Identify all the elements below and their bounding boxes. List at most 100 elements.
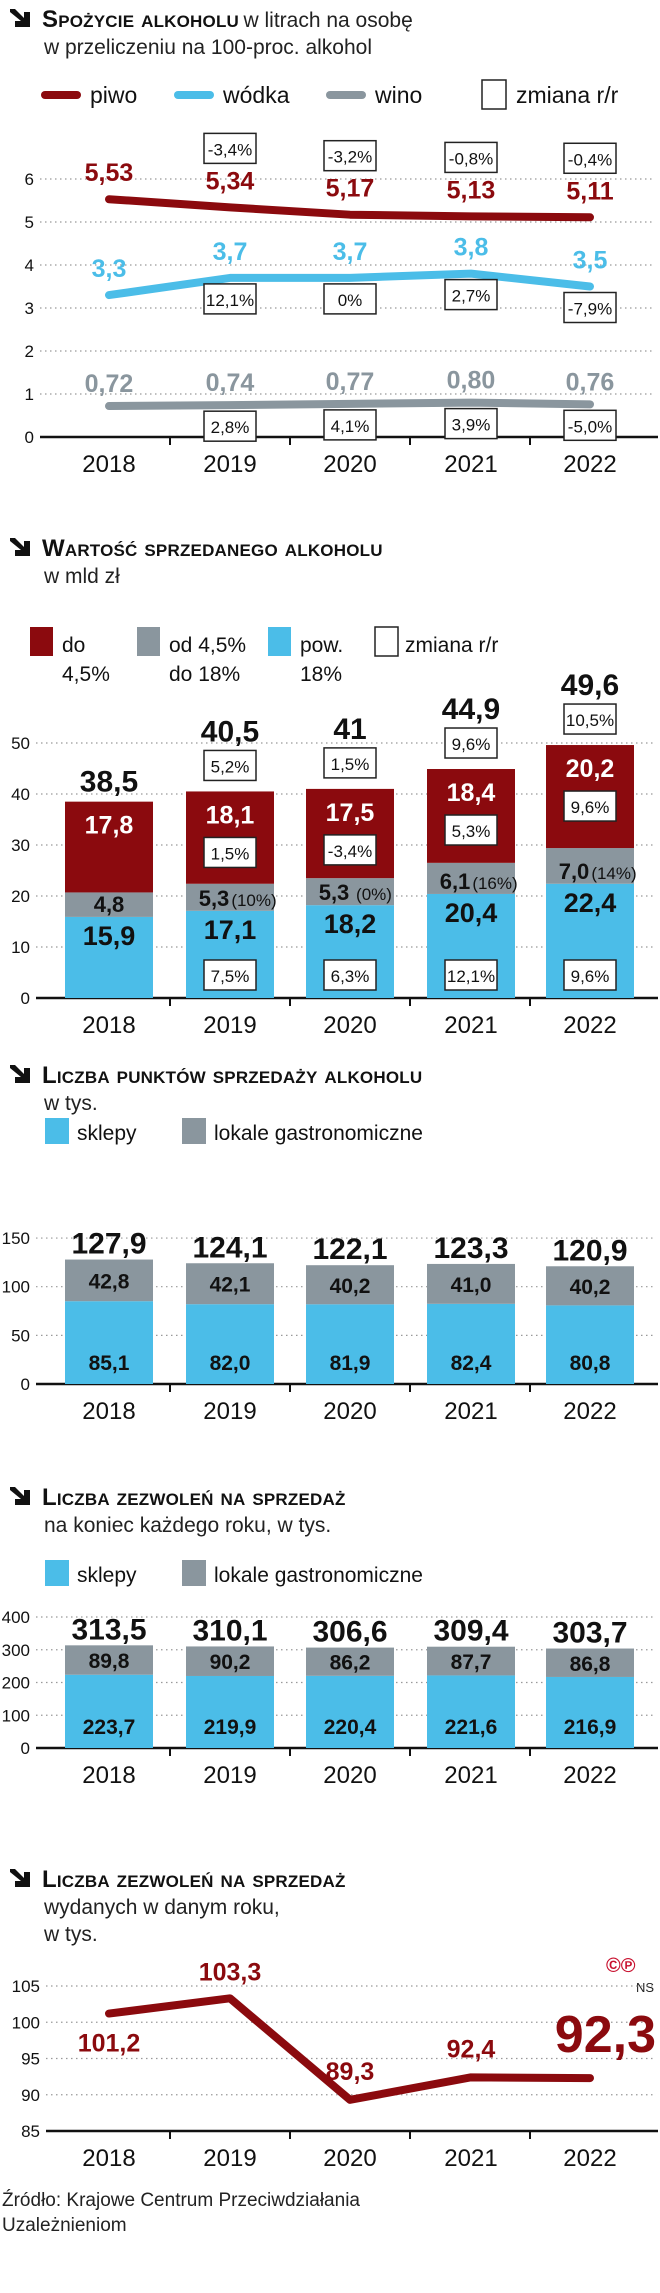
data-label: 80,8: [570, 1352, 611, 1375]
bar-segment: [306, 1304, 394, 1384]
chart-subtitle: na koniec każdego roku, w tys.: [44, 1514, 332, 1537]
x-tick-label: 2020: [323, 1762, 376, 1789]
x-tick-label: 2018: [82, 451, 135, 478]
data-label: 17,1: [204, 915, 257, 945]
legend-label: wino: [374, 82, 422, 108]
change-label: 9,6%: [571, 967, 610, 986]
data-label: 3,8: [454, 234, 489, 262]
change-label: -3,2%: [328, 148, 372, 167]
data-label: 92,3: [555, 2006, 656, 2064]
x-tick-label: 2018: [82, 2145, 135, 2172]
data-label: 40,2: [330, 1275, 371, 1298]
data-label: 0,77: [326, 368, 375, 396]
bar-segment: [306, 1265, 394, 1305]
x-tick-label: 2019: [203, 2145, 256, 2172]
series-line-1: [105, 269, 594, 300]
change-label: (0%): [356, 885, 392, 904]
data-label: 85,1: [89, 1352, 130, 1375]
total-label: 120,9: [552, 1234, 627, 1267]
total-change-label: 5,2%: [211, 757, 250, 776]
bar-segment: [186, 1646, 274, 1676]
change-label: 0%: [338, 291, 363, 310]
change-label: 12,1%: [206, 291, 254, 310]
data-label: 22,4: [564, 888, 617, 918]
x-tick-label: 2020: [323, 2145, 376, 2172]
change-label: 4,1%: [331, 417, 370, 436]
x-tick-label: 2019: [203, 1398, 256, 1425]
data-label: 42,1: [210, 1274, 251, 1297]
y-tick-label: 4: [25, 256, 34, 275]
total-label: 44,9: [442, 693, 500, 726]
data-label: 5,11: [566, 177, 613, 205]
y-tick-label: 0: [25, 428, 34, 447]
x-tick-label: 2020: [323, 1398, 376, 1425]
total-change-label-box: [563, 703, 617, 735]
change-label-box: [203, 283, 257, 315]
y-tick-label: 400: [2, 1608, 30, 1627]
x-tick-label: 2021: [444, 451, 497, 478]
change-label-box: [444, 141, 498, 174]
y-tick-label: 95: [21, 2050, 40, 2069]
y-tick-label: 0: [21, 1739, 30, 1758]
legend-label: do: [62, 634, 85, 657]
y-tick-label: 200: [2, 1674, 30, 1693]
bar-segment: [306, 788, 394, 879]
data-label: 221,6: [445, 1716, 498, 1739]
total-label: 303,7: [552, 1617, 627, 1650]
y-tick-label: 100: [2, 1706, 30, 1725]
x-tick-label: 2020: [323, 451, 376, 478]
y-tick-label: 6: [25, 170, 34, 189]
data-label: 0,72: [85, 370, 134, 398]
legend-swatch-2: [268, 627, 291, 656]
change-label-box: [323, 139, 377, 172]
data-label: 4,8: [94, 892, 125, 917]
total-change-label: 10,5%: [566, 711, 614, 730]
legend-label: 18%: [300, 663, 342, 686]
y-tick-label: 50: [11, 734, 30, 753]
bar-segment: [186, 883, 274, 911]
change-label-box: [563, 142, 617, 175]
legend-swatch-gastro: [182, 1560, 206, 1586]
data-label: 18,4: [447, 779, 496, 807]
legend-label: wódka: [222, 82, 290, 108]
data-label: 81,9: [330, 1352, 371, 1375]
y-tick-label: 50: [11, 1326, 30, 1345]
bar-segment: [546, 1648, 634, 1677]
bar-segment: [546, 745, 634, 849]
change-label: 2,7%: [452, 287, 491, 306]
x-tick-label: 2018: [82, 1398, 135, 1425]
total-change-label: 9,6%: [452, 735, 491, 754]
bar-segment: [306, 1647, 394, 1676]
y-tick-label: 3: [25, 299, 34, 318]
total-label: 310,1: [192, 1614, 267, 1647]
total-label: 127,9: [71, 1228, 146, 1261]
y-tick-label: 40: [11, 785, 30, 804]
data-label: 90,2: [210, 1651, 251, 1674]
total-label: 49,6: [561, 669, 619, 702]
y-tick-label: 100: [2, 1278, 30, 1297]
arrow-down-right-icon: [10, 538, 30, 556]
total-change-label-box: [323, 747, 377, 779]
x-tick-label: 2021: [444, 1012, 497, 1039]
data-label: 42,8: [89, 1270, 130, 1293]
total-label: 306,6: [312, 1616, 387, 1649]
bar-segment: [427, 893, 515, 998]
legend-swatch-0: [30, 627, 53, 656]
change-label-box: [444, 959, 498, 991]
total-label: 309,4: [433, 1615, 508, 1648]
chart-subtitle-line-2: w tys.: [44, 1923, 98, 1946]
change-label-box: [203, 836, 257, 869]
arrow-down-right-icon: [10, 1065, 30, 1083]
x-tick-label: 2019: [203, 451, 256, 478]
chart-title: Liczba punktów sprzedaży alkoholu: [42, 1062, 423, 1089]
y-tick-label: 105: [12, 1977, 40, 1996]
data-label: 101,2: [78, 2030, 141, 2058]
legend-label: sklepy: [77, 1564, 137, 1587]
y-tick-label: 0: [21, 1375, 30, 1394]
change-label: (14%): [591, 864, 636, 883]
bar-segment: [186, 1263, 274, 1305]
legend-swatch-1: [137, 627, 160, 656]
bar-segment: [65, 916, 153, 998]
y-tick-label: 5: [25, 213, 34, 232]
